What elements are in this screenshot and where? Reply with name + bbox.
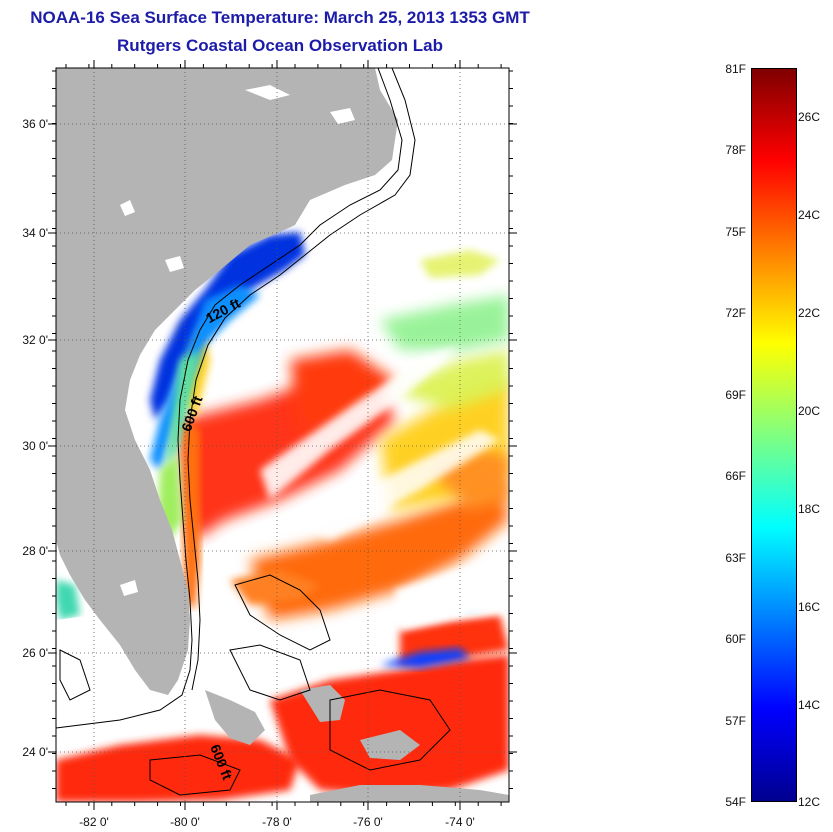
colorbar-fahrenheit-label: 60F	[725, 632, 746, 646]
latitude-label: 36 0'	[22, 117, 48, 131]
colorbar-celsius-label: 16C	[798, 600, 821, 614]
colorbar-celsius-label: 18C	[798, 502, 821, 516]
map-subtitle: Rutgers Coastal Ocean Observation Lab	[117, 36, 443, 55]
temperature-colorbar	[751, 68, 797, 802]
colorbar-fahrenheit-label: 57F	[725, 714, 746, 728]
bathymetry-contours	[56, 68, 451, 796]
colorbar-fahrenheit-label: 78F	[725, 143, 746, 157]
map-frame	[55, 67, 510, 803]
colorbar-fahrenheit-label: 69F	[725, 388, 746, 402]
colorbar-celsius-label: 12C	[798, 795, 821, 809]
longitude-label: -74 0'	[445, 815, 475, 829]
colorbar-fahrenheit-label: 81F	[725, 62, 746, 76]
colorbar-celsius-label: 20C	[798, 404, 821, 418]
longitude-label: -78 0'	[262, 815, 292, 829]
latitude-label: 32 0'	[22, 333, 48, 347]
colorbar-fahrenheit-label: 54F	[725, 795, 746, 809]
longitude-label: -82 0'	[79, 815, 109, 829]
colorbar-fahrenheit-label: 75F	[725, 225, 746, 239]
colorbar-fahrenheit-label: 63F	[725, 551, 746, 565]
latitude-label: 28 0'	[22, 544, 48, 558]
colorbar-celsius-label: 24C	[798, 208, 821, 222]
colorbar-celsius-label: 26C	[798, 110, 821, 124]
latitude-label: 30 0'	[22, 439, 48, 453]
longitude-label: -76 0'	[353, 815, 383, 829]
latitude-label: 26 0'	[22, 646, 48, 660]
colorbar-celsius-label: 14C	[798, 698, 821, 712]
latitude-label: 34 0'	[22, 226, 48, 240]
colorbar-celsius-label: 22C	[798, 306, 821, 320]
inland-water	[120, 85, 355, 596]
latitude-label: 24 0'	[22, 745, 48, 759]
colorbar-fahrenheit-label: 66F	[725, 469, 746, 483]
longitude-label: -80 0'	[170, 815, 200, 829]
land-mass	[56, 68, 509, 802]
colorbar-fahrenheit-label: 72F	[725, 306, 746, 320]
axis-ticks	[48, 60, 517, 810]
map-title: NOAA-16 Sea Surface Temperature: March 2…	[30, 8, 530, 27]
